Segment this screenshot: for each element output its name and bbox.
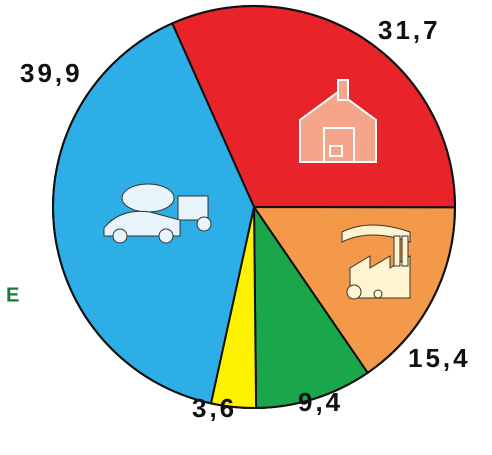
annotation: E: [6, 284, 19, 306]
value-label: 3,6: [192, 393, 237, 423]
page: E 31,715,49,43,639,9 (() => { const data…: [0, 0, 492, 455]
pie: [53, 6, 455, 408]
value-label: 9,4: [298, 387, 343, 417]
value-label: 39,9: [20, 58, 83, 88]
value-label: 31,7: [378, 15, 441, 45]
value-label: 15,4: [408, 343, 471, 373]
chart: E 31,7 15,4 9,4 3,6 39,9: [0, 0, 492, 455]
